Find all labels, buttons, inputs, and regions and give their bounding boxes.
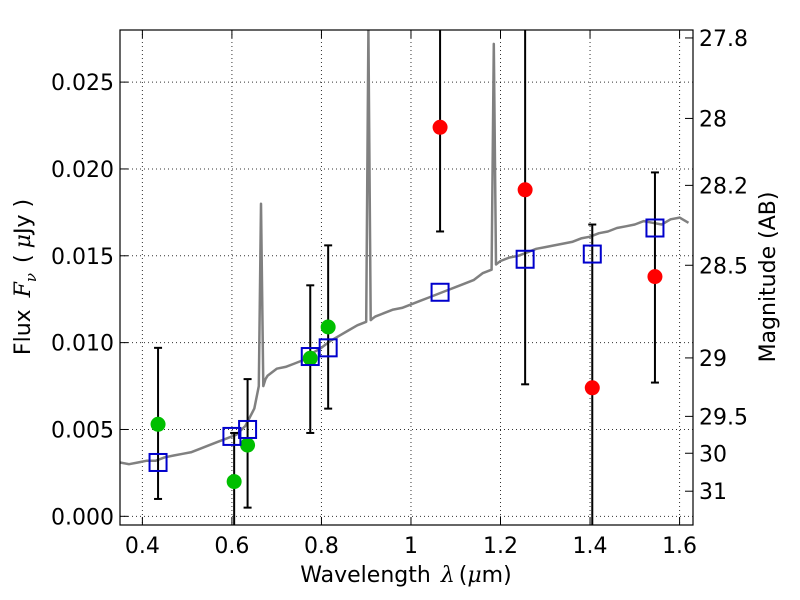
y-tick-label: 0.020 (51, 158, 114, 183)
data-point-circle (647, 269, 663, 285)
data-point-circle (584, 380, 600, 396)
y-axis-label-unit-rest: Jy ) (11, 199, 36, 236)
y2-tick-label: 28.2 (699, 174, 748, 199)
x-axis-label-unit-rest: m) (482, 563, 512, 588)
data-point-square (645, 218, 665, 238)
y-tick-label: 0.005 (51, 418, 114, 443)
x-tick-label: 1.4 (573, 534, 608, 559)
y-axis-label-word: Flux (11, 309, 36, 355)
axes: 0.4 0.6 0.8 1 1.2 1.4 1.6 0.000 0.005 0.010 0.015 0… (51, 27, 748, 559)
y-axis-label-unit-mu: μ (11, 234, 36, 248)
grid (120, 30, 693, 525)
data-point-circle (320, 319, 336, 335)
y-tick-label: 0.010 (51, 332, 114, 357)
x-tick-label: 1.6 (662, 534, 697, 559)
data-point-square (318, 338, 338, 358)
data-point-circle (432, 119, 448, 135)
x-tick-label: 0.4 (125, 534, 160, 559)
x-tick-label: 0.6 (214, 534, 249, 559)
x-tick-label: 0.8 (304, 534, 339, 559)
data-point-square (430, 282, 450, 302)
y2-tick-label: 28.5 (699, 254, 748, 279)
y2-tick-label: 29 (699, 347, 727, 372)
data-point-circle (302, 350, 318, 366)
x-axis-label-word: Wavelength (300, 563, 431, 588)
data-point-square (222, 426, 242, 446)
plot-frame (119, 29, 694, 526)
x-tick-label: 1 (404, 534, 418, 559)
x-axis-label-unit-prefix: ( (459, 563, 468, 588)
x-axis-label-symbol: λ (440, 563, 455, 588)
y2-tick-label: 31 (699, 480, 727, 505)
y2-tick-label: 29.5 (699, 405, 748, 430)
y2-axis-label: Magnitude (AB) (756, 192, 781, 363)
data-point-circle (226, 474, 242, 490)
y-axis-label-symbol-sub: ν (22, 273, 40, 282)
y-axis-label: Flux Fν ( μJy ) (11, 199, 40, 355)
data-point-circle (150, 416, 166, 432)
y-axis-label-unit-prefix: ( (11, 254, 36, 263)
x-tick-label: 1.2 (483, 534, 518, 559)
data-point-circle (517, 182, 533, 198)
y-tick-label: 0.000 (51, 505, 114, 530)
y-axis-label-symbol: F (11, 281, 36, 298)
plot-area (120, 30, 690, 525)
spectrum-line (120, 30, 690, 466)
y2-tick-label: 30 (699, 442, 727, 467)
x-axis-label-unit-mu: μ (467, 563, 481, 588)
data-point-square (515, 249, 535, 269)
y2-tick-label: 27.8 (699, 27, 748, 52)
y2-tick-label: 28 (699, 107, 727, 132)
x-axis-label: Wavelength λ (μm) (300, 563, 511, 588)
data-point-circle (240, 437, 256, 453)
data-point-square (582, 244, 602, 264)
data-point-square (148, 452, 168, 472)
y-tick-label: 0.015 (51, 245, 114, 270)
data-point-square (238, 419, 258, 439)
y-tick-label: 0.025 (51, 71, 114, 96)
